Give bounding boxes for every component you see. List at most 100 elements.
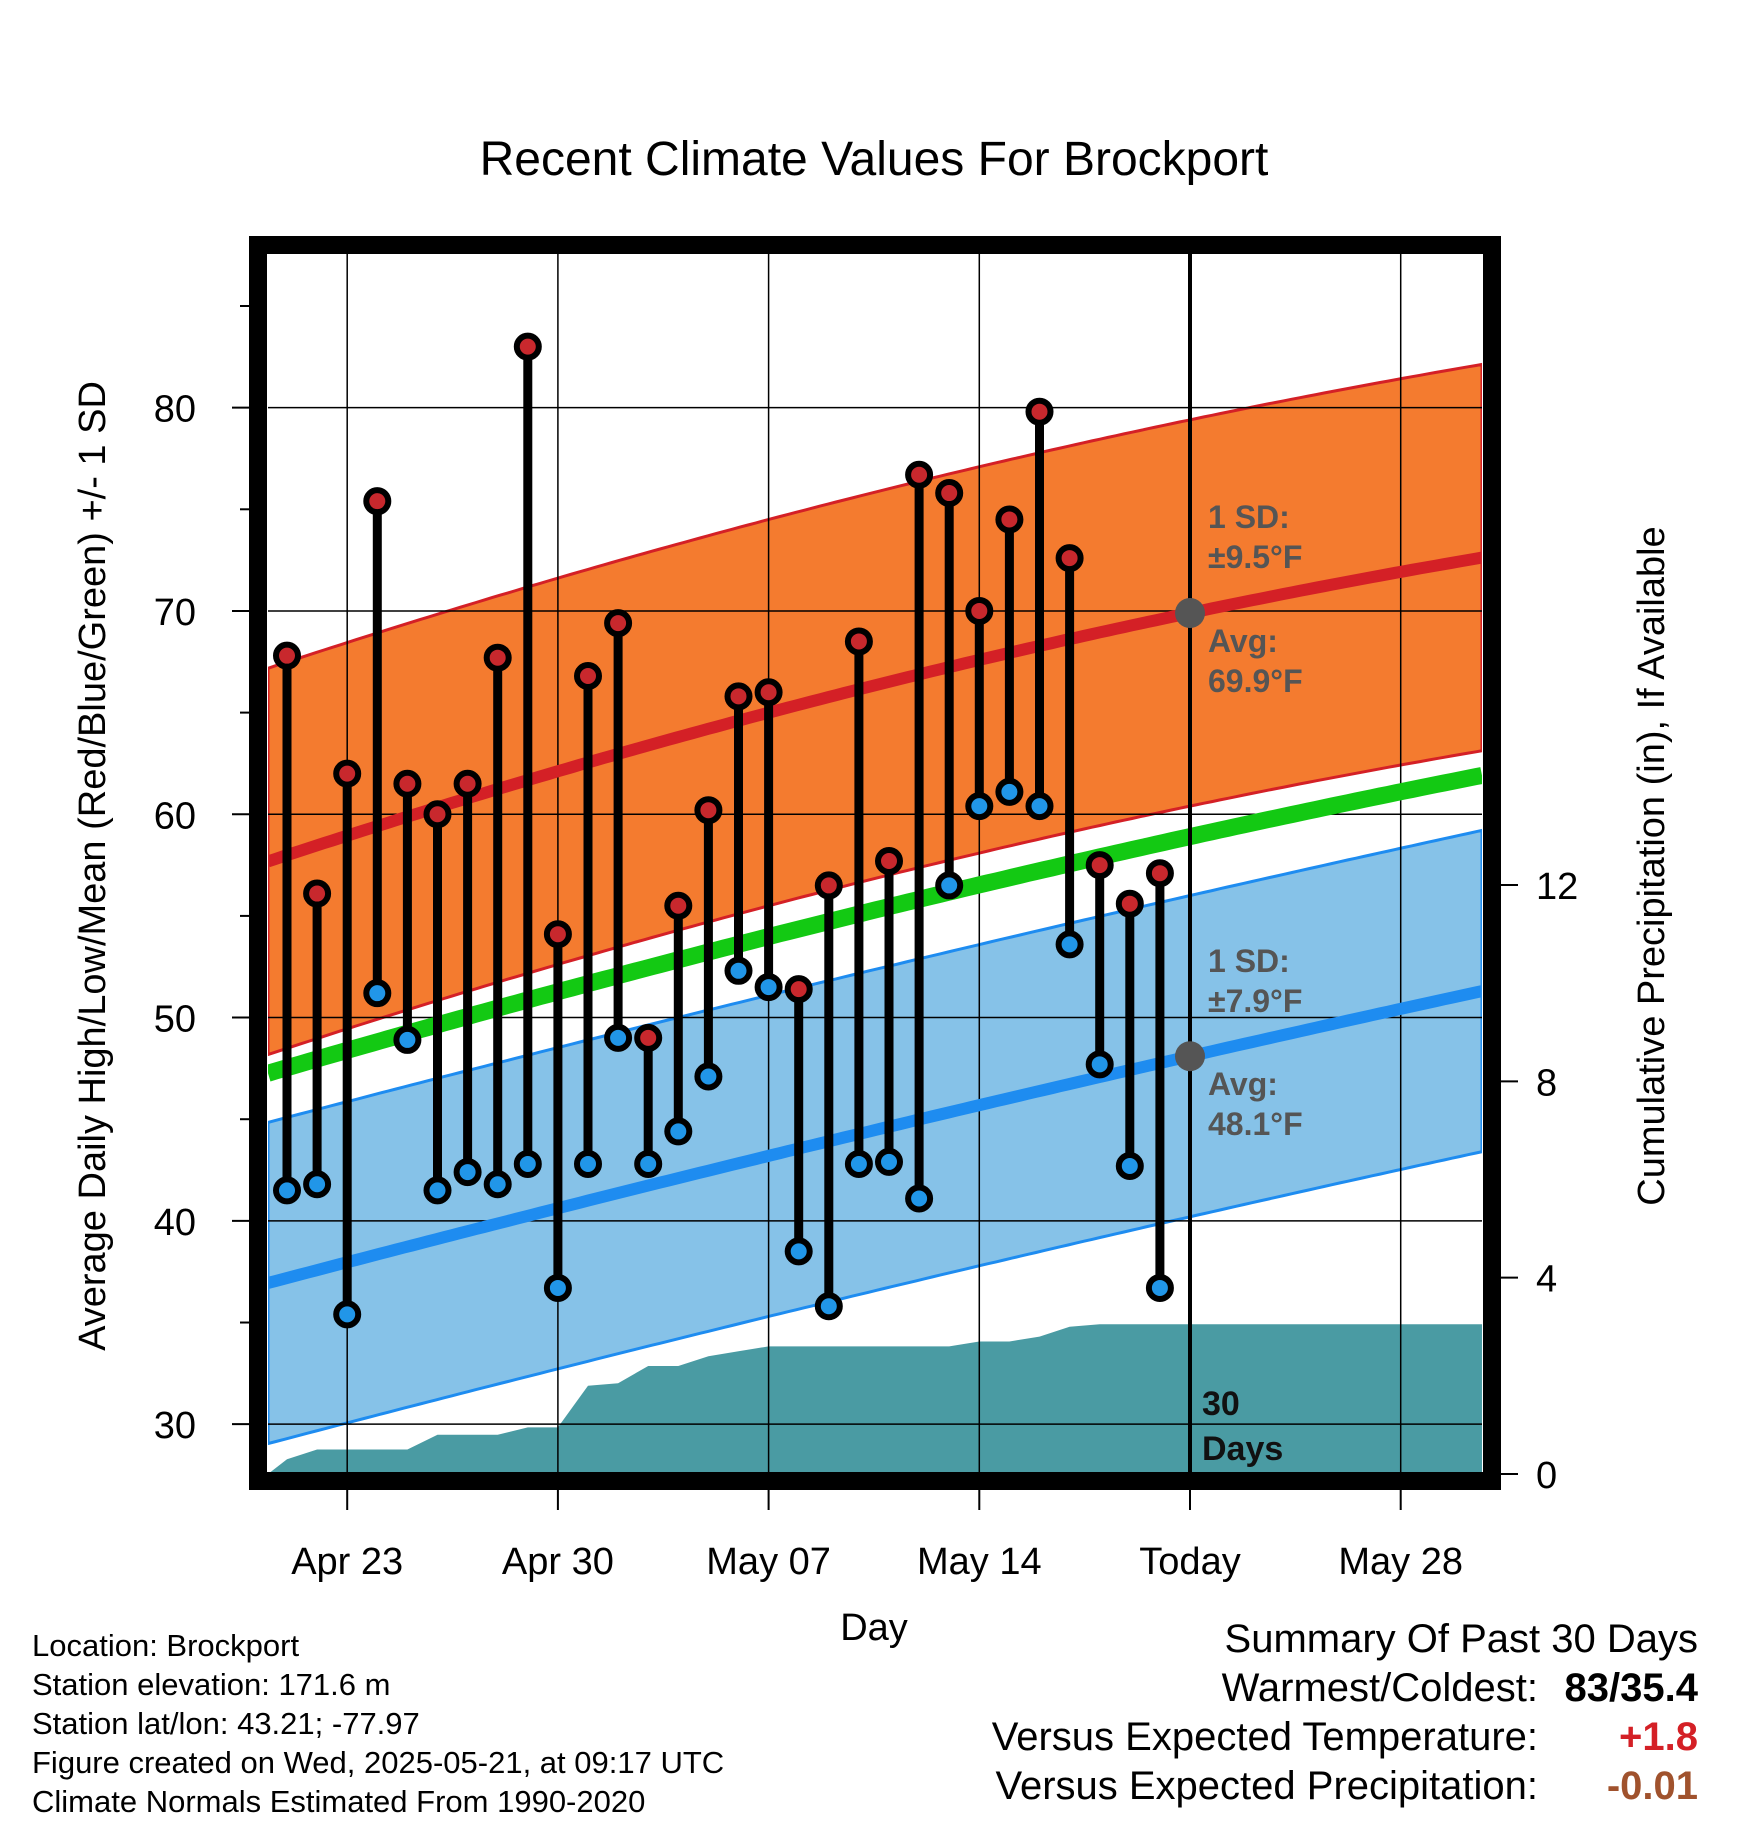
daily-high-point bbox=[513, 332, 542, 361]
daily-observation bbox=[1115, 889, 1144, 1180]
daily-high-point bbox=[1025, 397, 1054, 426]
daily-high-point bbox=[694, 796, 723, 825]
elevation-text: Station elevation: 171.6 m bbox=[32, 1667, 391, 1702]
x-tick-label: Today bbox=[1139, 1541, 1240, 1583]
daily-low-point bbox=[574, 1149, 602, 1178]
daily-high-point bbox=[965, 596, 994, 625]
daily-low-point bbox=[453, 1158, 482, 1187]
summary-precipitation: Versus Expected Precipitation: -0.01 bbox=[992, 1762, 1698, 1811]
precip-area bbox=[268, 1324, 1482, 1475]
daily-high-point bbox=[1055, 544, 1084, 573]
daily-high-point bbox=[273, 641, 301, 670]
created-text: Figure created on Wed, 2025-05-21, at 09… bbox=[32, 1745, 725, 1780]
daily-high-point bbox=[483, 643, 512, 672]
y-tick-label: 30 bbox=[154, 1405, 196, 1447]
daily-observation bbox=[453, 769, 482, 1187]
x-axis-label: Day bbox=[840, 1607, 908, 1649]
daily-high-point bbox=[784, 975, 813, 1004]
daily-high-point bbox=[543, 920, 572, 949]
daily-observation bbox=[483, 643, 512, 1199]
x-tick-label: May 07 bbox=[706, 1541, 831, 1583]
daily-observation bbox=[393, 769, 422, 1054]
annotations: 1 SD: ±9.5°F Avg: 69.9°F 1 SD: ±7.9°F Av… bbox=[1202, 499, 1303, 1468]
today-marker bbox=[1175, 245, 1205, 1475]
temp-anomaly-value: +1.8 bbox=[1619, 1715, 1698, 1759]
daily-observation bbox=[664, 891, 693, 1146]
y-tick-label: 60 bbox=[154, 795, 196, 837]
daily-observation bbox=[1145, 859, 1174, 1302]
x-tick-label: Apr 23 bbox=[291, 1541, 403, 1583]
daily-low-point bbox=[724, 956, 753, 985]
daily-observation bbox=[905, 460, 934, 1213]
location-text: Location: Brockport bbox=[32, 1628, 300, 1663]
daily-observation bbox=[935, 479, 964, 900]
x-tick-label: May 14 bbox=[917, 1541, 1042, 1583]
precip-anomaly-value: -0.01 bbox=[1606, 1764, 1698, 1808]
daily-low-point bbox=[604, 1023, 633, 1052]
latlon-text: Station lat/lon: 43.21; -77.97 bbox=[32, 1706, 420, 1741]
daily-observation bbox=[574, 662, 602, 1178]
daily-low-point bbox=[513, 1149, 542, 1178]
y-axis-label: Average Daily High/Low/Mean (Red/Blue/Gr… bbox=[72, 381, 114, 1351]
daily-observation bbox=[604, 609, 633, 1052]
daily-observation bbox=[363, 487, 392, 1008]
high-avg-label: Avg: bbox=[1208, 623, 1278, 659]
summary-panel: Summary Of Past 30 Days Warmest/Coldest:… bbox=[992, 1615, 1698, 1811]
period-unit: Days bbox=[1202, 1430, 1283, 1468]
y2-axis-label: Cumulative Precipitation (in), If Availa… bbox=[1631, 526, 1673, 1205]
low-normal-line bbox=[268, 985, 1482, 1289]
daily-observation bbox=[784, 975, 813, 1266]
daily-observations bbox=[273, 332, 1174, 1329]
x-tick-label: Apr 30 bbox=[502, 1541, 614, 1583]
daily-low-point bbox=[875, 1147, 903, 1176]
high-sd-band bbox=[268, 362, 1482, 1057]
plot-frame bbox=[249, 236, 1501, 1490]
daily-high-point bbox=[935, 479, 964, 508]
daily-low-point bbox=[935, 871, 964, 900]
daily-high-point bbox=[905, 460, 934, 489]
daily-observation bbox=[995, 505, 1024, 806]
daily-high-point bbox=[1145, 859, 1174, 888]
axes: 30 40 50 60 70 80 0 4 8 12 Apr 23 Apr 30 May 07 May 1… bbox=[154, 304, 1578, 1583]
station-info: Location: Brockport Station elevation: 1… bbox=[32, 1626, 724, 1821]
daily-observation bbox=[513, 332, 542, 1178]
y-tick-label: 40 bbox=[154, 1202, 196, 1244]
normals-text: Climate Normals Estimated From 1990-2020 bbox=[32, 1784, 646, 1819]
daily-low-point bbox=[1145, 1273, 1174, 1302]
daily-high-point bbox=[995, 505, 1024, 534]
daily-low-point bbox=[543, 1273, 572, 1302]
daily-low-point bbox=[423, 1176, 452, 1205]
daily-high-point bbox=[1085, 851, 1114, 880]
daily-low-point bbox=[1115, 1151, 1144, 1180]
daily-low-point bbox=[333, 1300, 362, 1329]
daily-observation bbox=[1085, 851, 1114, 1079]
daily-observation bbox=[333, 759, 362, 1329]
summary-warmest-coldest: Warmest/Coldest: 83/35.4 bbox=[992, 1664, 1698, 1713]
y2-tick-label: 0 bbox=[1536, 1455, 1557, 1497]
high-sd-label: 1 SD: bbox=[1208, 499, 1290, 535]
daily-high-point bbox=[453, 769, 482, 798]
daily-observation bbox=[273, 641, 301, 1205]
high-avg-value: 69.9°F bbox=[1208, 663, 1303, 699]
warmest-coldest-value: 83/35.4 bbox=[1564, 1666, 1698, 1710]
daily-observation bbox=[423, 800, 452, 1205]
daily-observation bbox=[303, 879, 332, 1199]
daily-high-point bbox=[423, 800, 452, 829]
daily-high-point bbox=[754, 678, 783, 707]
daily-low-point bbox=[303, 1170, 332, 1199]
daily-low-point bbox=[784, 1237, 813, 1266]
daily-observation bbox=[1025, 397, 1054, 821]
daily-observation bbox=[844, 627, 873, 1178]
daily-observation bbox=[814, 871, 843, 1321]
daily-low-point bbox=[814, 1292, 843, 1321]
daily-observation bbox=[634, 1023, 663, 1178]
daily-high-point bbox=[303, 879, 332, 908]
daily-observation bbox=[965, 596, 994, 821]
y-tick-label: 80 bbox=[154, 389, 196, 431]
frame-rect bbox=[249, 236, 1501, 1490]
daily-high-point bbox=[724, 682, 753, 711]
y-tick-label: 70 bbox=[154, 592, 196, 634]
daily-low-point bbox=[1085, 1050, 1114, 1079]
daily-low-point bbox=[905, 1184, 934, 1213]
